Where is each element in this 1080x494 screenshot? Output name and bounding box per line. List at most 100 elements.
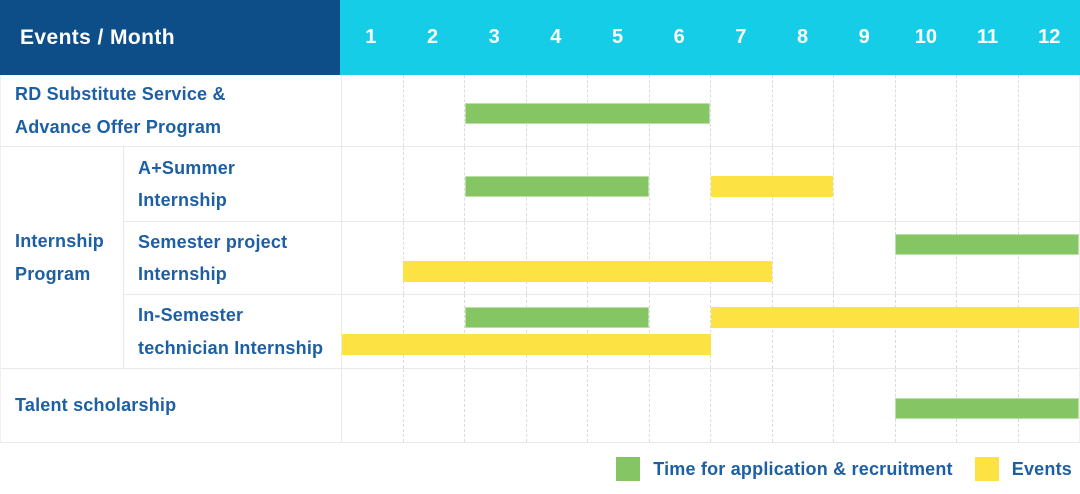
month-cell — [894, 222, 957, 294]
month-cell — [1017, 75, 1080, 146]
month-header-cell: 7 — [735, 26, 747, 48]
timeline-area — [341, 222, 1079, 294]
group-subrows: A+Summer Internship Semester project Int… — [124, 147, 1079, 368]
month-cell — [710, 369, 772, 442]
legend-swatch-events — [974, 457, 999, 481]
month-cell — [587, 369, 649, 442]
month-cell — [464, 222, 526, 294]
legend-label-events: Events — [1011, 458, 1072, 479]
month-header-cell: 3 — [488, 26, 500, 48]
month-cell — [771, 222, 834, 294]
group-label-text: Internship Program — [15, 231, 105, 284]
row-label-in-semester-technician: In-Semester technician Internship — [124, 295, 341, 368]
table-row: Talent scholarship — [1, 369, 1079, 443]
month-cell — [833, 75, 895, 146]
month-cell — [464, 75, 526, 146]
month-cell — [710, 222, 772, 294]
month-header-cell: 11 — [976, 26, 999, 48]
month-cell — [648, 222, 711, 294]
timeline-area — [341, 75, 1079, 146]
month-cell — [894, 295, 957, 368]
month-cell — [342, 75, 403, 146]
month-header-cell: 1 — [365, 26, 377, 48]
table-row: RD Substitute Service & Advance Offer Pr… — [1, 75, 1079, 147]
month-cell — [525, 295, 588, 368]
row-label-text: Talent scholarship — [15, 395, 177, 416]
month-cell — [464, 147, 526, 221]
month-cell — [342, 369, 403, 442]
header-title-cell: Events / Month — [0, 0, 340, 75]
gantt-bar-green — [464, 307, 650, 328]
month-cell — [342, 147, 403, 221]
month-cell — [710, 75, 772, 146]
month-cell — [1017, 222, 1080, 294]
month-cell — [402, 222, 465, 294]
timeline-area — [341, 295, 1079, 368]
month-cell — [402, 147, 465, 221]
month-cell — [342, 295, 403, 368]
month-cell — [956, 75, 1018, 146]
table-row: In-Semester technician Internship — [124, 295, 1079, 368]
legend-swatch-application — [616, 457, 641, 481]
month-cell — [402, 369, 465, 442]
gantt-bar-green — [464, 102, 711, 124]
gantt-bar-green — [894, 397, 1079, 419]
month-header-cell: 2 — [426, 26, 439, 48]
table-body: RD Substitute Service & Advance Offer Pr… — [0, 75, 1080, 443]
gantt-bar-yellow — [342, 334, 711, 355]
month-cell — [956, 295, 1018, 368]
row-label-rd-substitute: RD Substitute Service & Advance Offer Pr… — [1, 75, 341, 146]
month-cell — [771, 369, 834, 442]
row-label-talent-scholarship: Talent scholarship — [1, 369, 341, 442]
month-cell — [648, 369, 711, 442]
gantt-bar-green — [464, 176, 650, 197]
month-cell — [402, 75, 465, 146]
month-cell — [587, 222, 649, 294]
month-cell — [833, 295, 895, 368]
timeline-area — [341, 147, 1079, 221]
month-cell — [956, 222, 1018, 294]
month-cell — [1017, 147, 1080, 221]
gantt-bar-green — [894, 234, 1079, 255]
month-cell — [710, 147, 772, 221]
legend: Time for application & recruitment Event… — [0, 443, 1080, 494]
month-header-cell: 6 — [673, 26, 685, 48]
row-label-text: Semester project Internship — [138, 231, 288, 284]
month-cell — [648, 147, 711, 221]
month-cell — [833, 147, 895, 221]
legend-label-application: Time for application & recruitment — [653, 458, 953, 479]
month-cell — [956, 147, 1018, 221]
row-label-semester-project: Semester project Internship — [124, 222, 341, 294]
month-cell — [587, 295, 649, 368]
gantt-bar-yellow — [403, 261, 772, 282]
header-title: Events / Month — [20, 25, 175, 49]
month-header: 1 2 3 4 5 6 7 8 9 10 11 12 — [340, 0, 1080, 75]
month-cell — [342, 222, 403, 294]
month-cell — [771, 295, 834, 368]
internship-program-group: Internship Program A+Summer Internship S… — [1, 147, 1079, 369]
month-cell — [464, 369, 526, 442]
month-cell — [833, 222, 895, 294]
row-label-text: A+Summer Internship — [138, 157, 236, 210]
month-cell — [833, 369, 895, 442]
month-cell — [710, 295, 772, 368]
gantt-bar-yellow — [710, 307, 1079, 328]
month-cell — [894, 75, 957, 146]
month-header-cell: 4 — [550, 26, 562, 48]
month-cell — [402, 295, 465, 368]
table-header-row: Events / Month 1 2 3 4 5 6 7 8 9 10 11 12 — [0, 0, 1080, 75]
month-header-cell: 8 — [796, 26, 809, 48]
row-label-a-summer: A+Summer Internship — [124, 147, 341, 221]
month-cell — [648, 295, 711, 368]
month-cell — [525, 222, 588, 294]
month-cell — [464, 295, 526, 368]
timeline-area — [341, 369, 1079, 442]
gantt-bar-yellow — [710, 176, 834, 197]
table-row: Semester project Internship — [124, 222, 1079, 295]
table-row: A+Summer Internship — [124, 147, 1079, 222]
month-cell — [771, 75, 834, 146]
row-label-text: RD Substitute Service & Advance Offer Pr… — [15, 84, 226, 137]
month-header-cell: 10 — [914, 26, 937, 48]
month-header-cell: 9 — [858, 26, 870, 48]
